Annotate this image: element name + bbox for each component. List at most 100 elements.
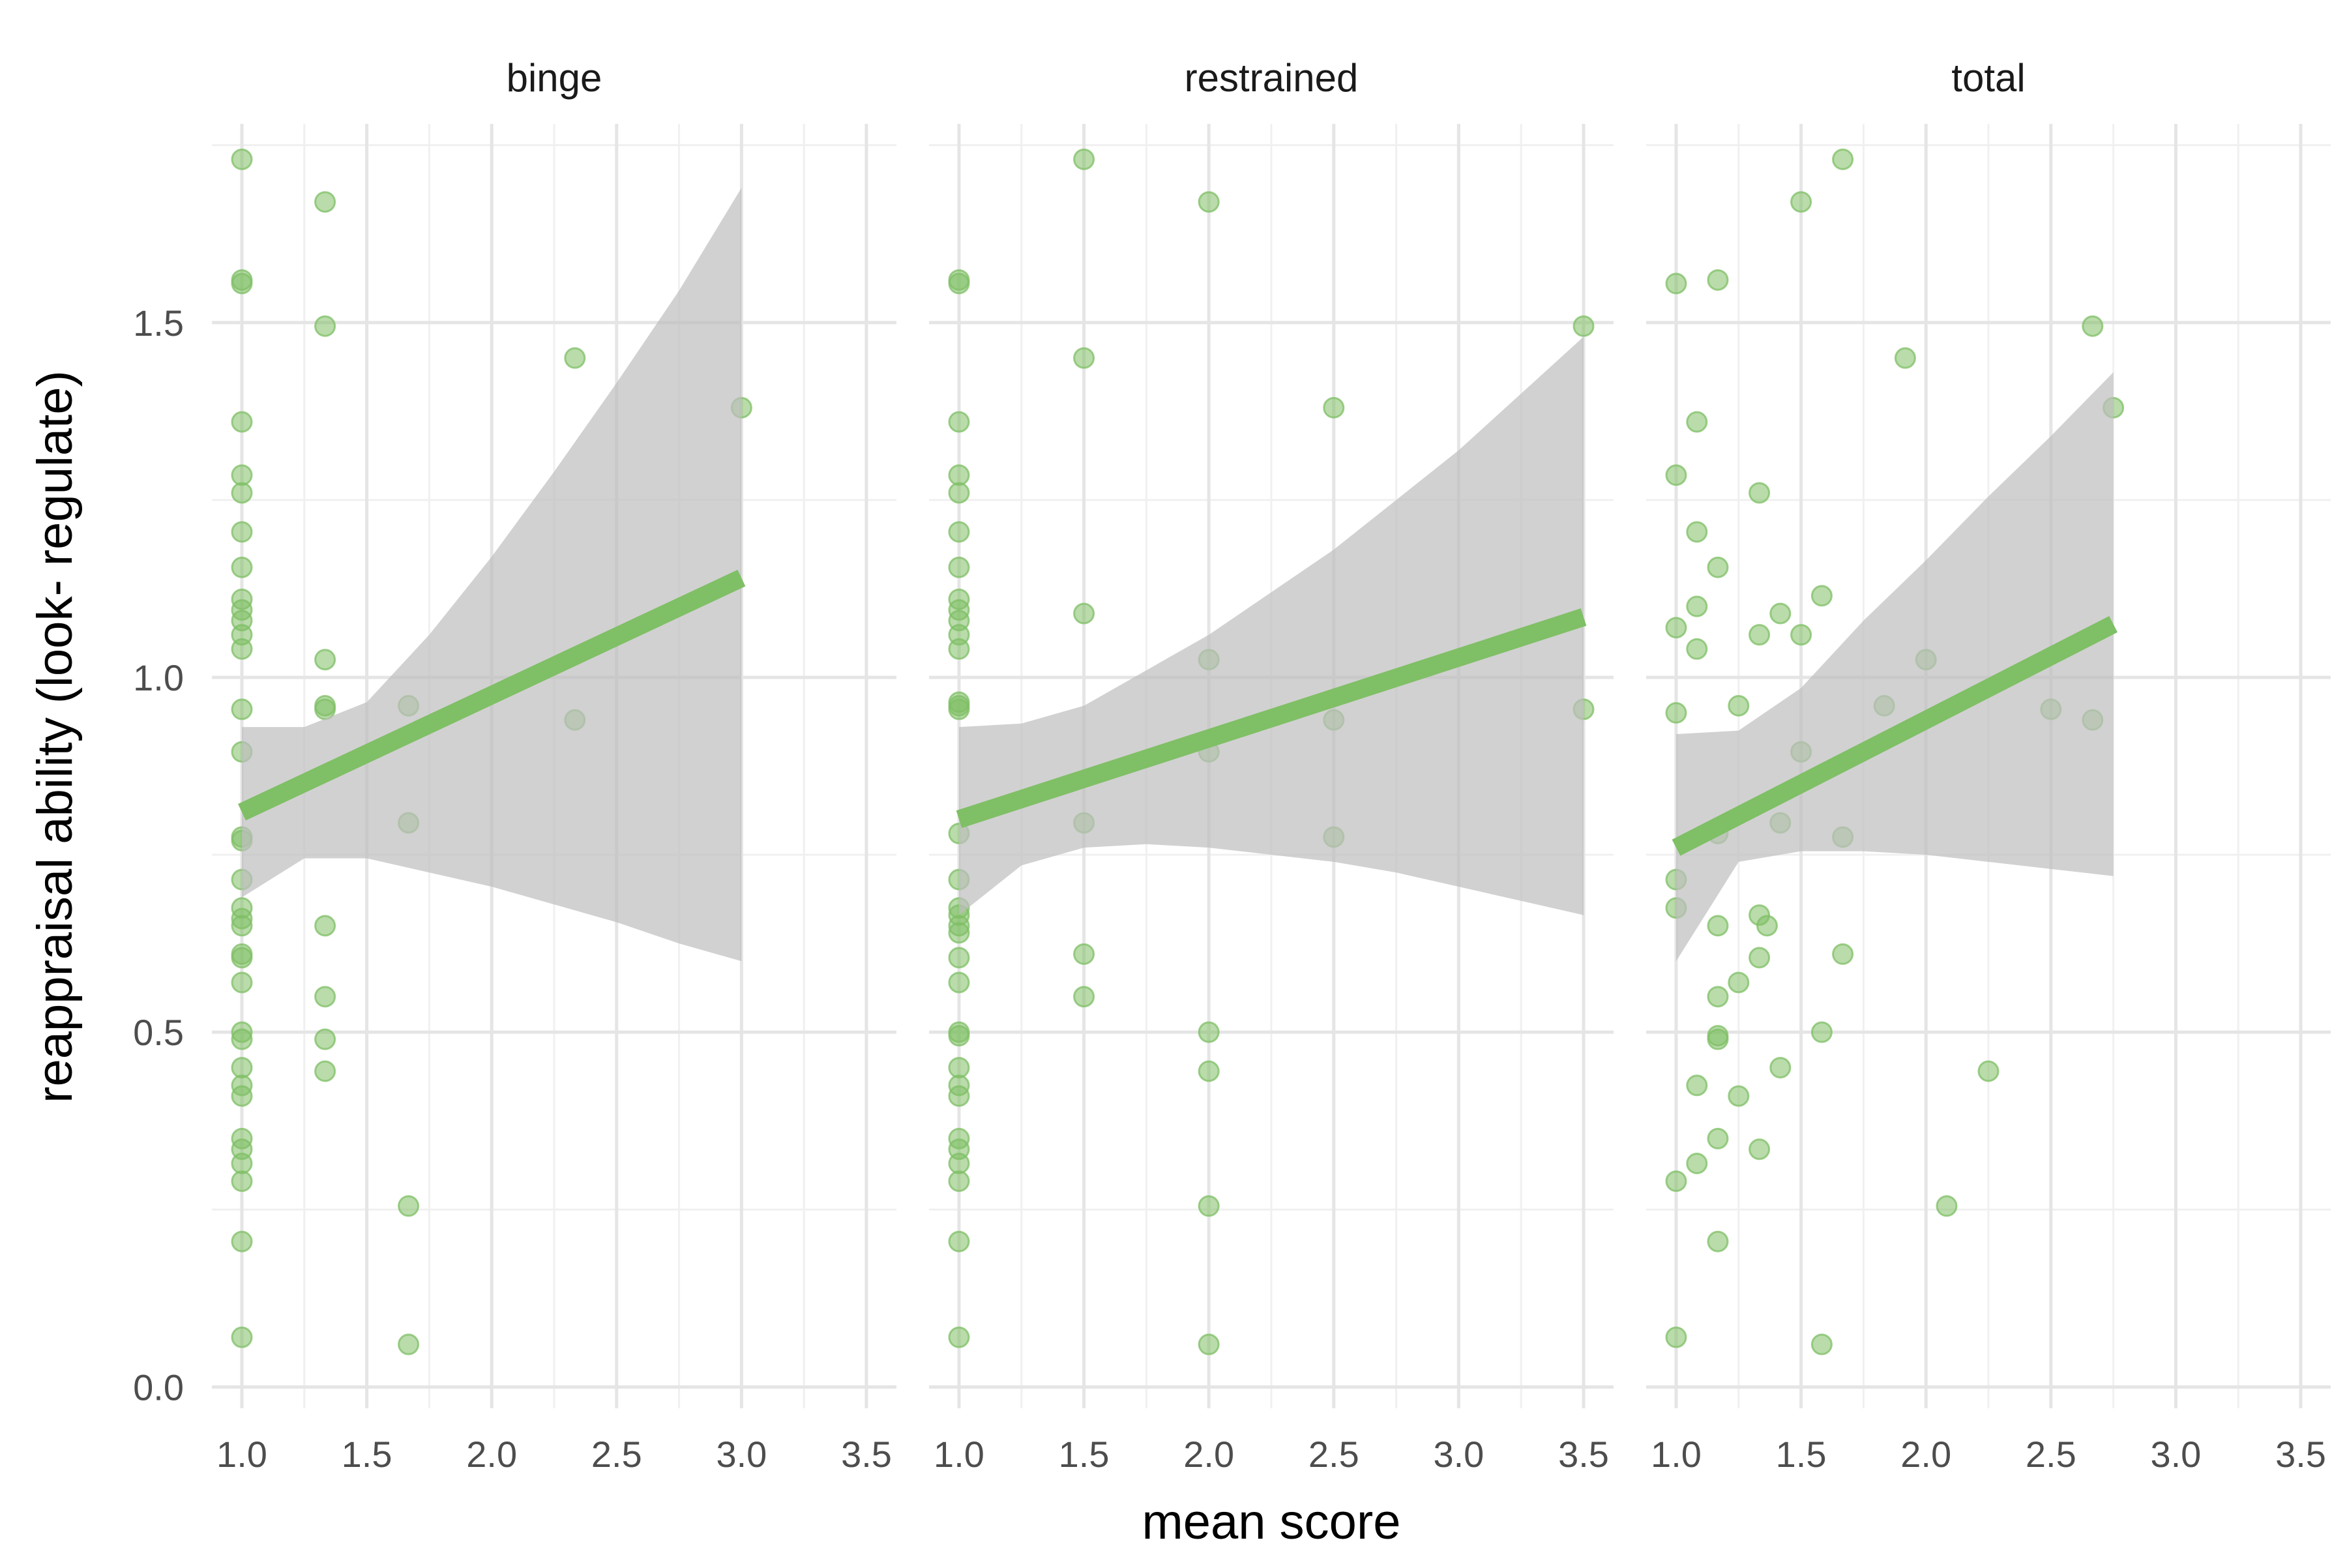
data-point [231,1028,253,1050]
data-point [314,1060,336,1082]
data-point [231,464,253,486]
data-point [564,347,586,369]
data-point [1198,1060,1220,1082]
data-point [1810,1021,1833,1043]
data-point [948,521,970,543]
data-point [1707,915,1729,937]
data-point [231,411,253,433]
data-point [314,1028,336,1050]
data-point [231,556,253,578]
data-point [1894,347,1916,369]
data-point [948,411,970,433]
data-point [948,464,970,486]
x-tick-label: 3.0 [716,1434,767,1475]
data-point [1790,191,1812,213]
data-point [1198,1195,1220,1217]
facet-label: binge [507,56,602,100]
data-point [948,1170,970,1192]
facet-label: total [1951,56,2025,100]
facet-panel-total: total 1.0 1.5 2.0 2.5 3.0 3.5 [1646,56,2331,1475]
data-point [231,273,253,295]
data-point [314,649,336,671]
data-point [948,638,970,660]
x-tick-label: 2.5 [591,1434,642,1475]
data-point [1790,624,1812,646]
data-point [1756,915,1778,937]
x-tick-label: 3.0 [2150,1434,2201,1475]
data-point [1073,148,1095,170]
data-point [231,148,253,170]
x-tick-label: 2.0 [1183,1434,1234,1475]
data-point [948,1153,970,1175]
x-tick-label: 1.5 [342,1434,392,1475]
data-point [1707,1028,1729,1050]
data-point [1707,1127,1729,1149]
x-tick-label: 2.5 [1308,1434,1359,1475]
x-tick-label: 2.5 [2026,1434,2076,1475]
data-point [231,638,253,660]
x-tick-label: 1.0 [1651,1434,1702,1475]
x-tick-label: 2.0 [466,1434,517,1475]
data-point [1707,1230,1729,1252]
data-point [948,1326,970,1348]
data-point [948,556,970,578]
data-point [398,1333,420,1355]
x-tick-label: 3.0 [1433,1434,1484,1475]
data-point [1665,702,1687,724]
data-point [1686,638,1708,660]
data-point [1936,1195,1958,1217]
regression-line [238,569,746,821]
data-point [948,698,970,720]
confidence-ribbon [1675,372,2114,962]
data-point [1686,411,1708,433]
data-point [948,482,970,504]
data-point [1728,694,1750,717]
y-tick-label: 1.5 [133,303,184,344]
data-point [314,191,336,213]
data-point [231,1153,253,1175]
data-point [1686,1074,1708,1097]
data-point [1686,521,1708,543]
data-point [314,915,336,937]
data-point [1707,556,1729,578]
confidence-ribbon [241,187,742,962]
data-point [948,947,970,969]
data-point [1073,943,1095,965]
x-tick-label: 1.5 [1059,1434,1110,1475]
data-point [1073,347,1095,369]
data-point [1665,273,1687,295]
data-point [948,1085,970,1107]
data-point [231,947,253,969]
data-point [1749,947,1771,969]
data-point [1832,148,1854,170]
data-point [1810,1333,1833,1355]
data-point [231,1057,253,1079]
x-tick-label: 2.0 [1900,1434,1951,1475]
y-axis-title: reappraisal ability (look- regulate) [27,370,83,1103]
x-tick-label: 3.5 [1558,1434,1609,1475]
data-point [231,482,253,504]
data-point [1977,1060,2000,1082]
data-point [1728,1085,1750,1107]
facet-label: restrained [1185,56,1359,100]
data-point [2082,315,2104,337]
y-tick-label: 0.0 [133,1367,184,1408]
data-point [1572,315,1595,337]
data-point [1198,1333,1220,1355]
data-point [948,1057,970,1079]
data-point [1728,971,1750,994]
data-point [1749,1138,1771,1161]
data-point [1665,1170,1687,1192]
data-point [948,1230,970,1252]
data-point [1198,1021,1220,1043]
data-point [948,922,970,944]
x-tick-label: 1.0 [216,1434,267,1475]
facet-panel-restrained: restrained 1.0 1.5 2.0 2.5 3.0 3.5 [929,56,1614,1475]
data-point [1198,191,1220,213]
data-point [231,1230,253,1252]
regression-line [1672,615,2118,856]
x-tick-label: 3.5 [841,1434,892,1475]
data-point [231,1085,253,1107]
